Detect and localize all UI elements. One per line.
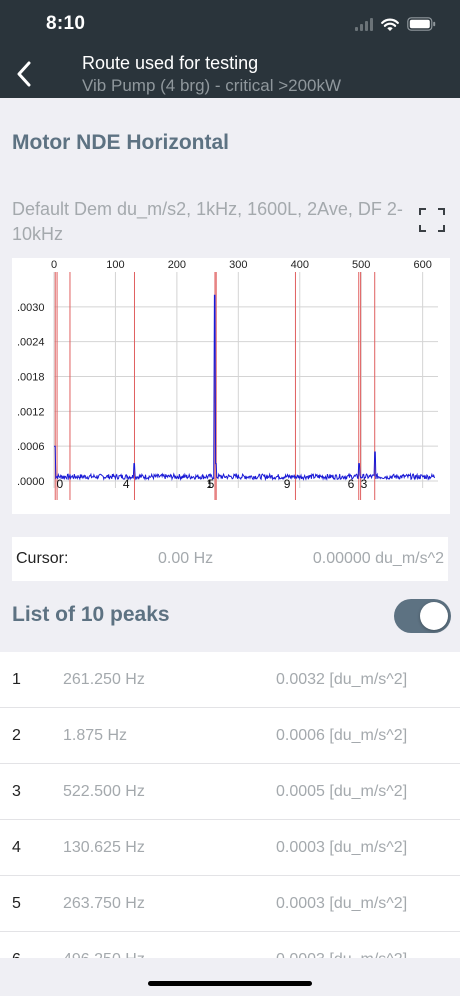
y-tick-label: .0018 (17, 372, 45, 384)
peak-frequency: 263.750 Hz (63, 895, 145, 912)
spectrum-chart-svg: 0 100 200 300 400 500 600 .0000 .0006 .0012 .0018.… (17, 259, 438, 500)
x-tick-label: 0 (51, 259, 57, 271)
peak-amplitude: 0.0003 [du_m/s^2] (276, 895, 408, 912)
fullscreen-button[interactable] (416, 205, 448, 235)
peak-amplitude: 0.0005 [du_m/s^2] (276, 783, 408, 800)
marker-label: 4 (123, 477, 130, 491)
x-tick-label: 500 (352, 259, 370, 271)
peak-index: 3 (12, 783, 21, 800)
peak-row[interactable]: 3 522.500 Hz 0.0005 [du_m/s^2] (0, 764, 460, 820)
nav-subtitle: Vib Pump (4 brg) - critical >200kW (82, 76, 342, 95)
peak-frequency: 522.500 Hz (63, 783, 145, 800)
nav-title: Route used for testing (82, 53, 259, 73)
marker-label: 9 (284, 477, 291, 491)
toggle-knob (420, 602, 448, 630)
peak-row[interactable]: 1 261.250 Hz 0.0032 [du_m/s^2] (0, 652, 460, 708)
cursor-amplitude: 0.00000 du_m/s^2 (312, 550, 444, 567)
peak-row[interactable]: 5 263.750 Hz 0.0003 [du_m/s^2] (0, 876, 460, 932)
peak-amplitude: 0.0003 [du_m/s^2] (276, 839, 408, 856)
battery-icon (407, 17, 436, 31)
bottom-safe-area (0, 958, 460, 996)
peak-row[interactable]: 4 130.625 Hz 0.0003 [du_m/s^2] (0, 820, 460, 876)
peak-amplitude: 0.0006 [du_m/s^2] (276, 727, 408, 744)
peak-list: 1 261.250 Hz 0.0032 [du_m/s^2] 2 1.875 H… (0, 652, 460, 996)
cellular-signal-icon (355, 17, 373, 31)
measurement-point-title: Motor NDE Horizontal (12, 131, 229, 154)
spectrum-trace (54, 294, 436, 482)
y-tick-label: .0024 (17, 337, 45, 349)
x-tick-label: 600 (413, 259, 431, 271)
marker-label: 5 (208, 477, 215, 491)
y-tick-label: .0030 (17, 302, 45, 314)
status-time: 8:10 (46, 13, 86, 34)
spectrum-chart[interactable]: 0 100 200 300 400 500 600 .0000 .0006 .0012 .0018.… (12, 258, 450, 514)
peaks-title: List of 10 peaks (12, 603, 170, 626)
x-tick-label: 200 (168, 259, 186, 271)
y-tick-label: .0006 (17, 441, 45, 453)
cursor-frequency: 0.00 Hz (158, 550, 214, 567)
marker-label: 1 (206, 477, 213, 491)
peak-frequency: 130.625 Hz (63, 839, 145, 856)
peak-frequency: 1.875 Hz (63, 727, 128, 744)
x-tick-label: 400 (291, 259, 309, 271)
cursor-readout: Cursor: 0.00 Hz 0.00000 du_m/s^2 (12, 537, 448, 581)
navigation-bar: Route used for testing Vib Pump (4 brg) … (0, 50, 460, 98)
wifi-icon (381, 18, 399, 31)
cursor-label: Cursor: (16, 550, 69, 567)
status-icons (355, 14, 436, 34)
marker-label: 0 (56, 477, 63, 491)
peak-frequency: 261.250 Hz (63, 671, 145, 688)
y-tick-label: .0012 (17, 406, 45, 418)
peak-index: 2 (12, 727, 21, 744)
x-tick-label: 300 (229, 259, 247, 271)
fullscreen-icon (419, 208, 445, 232)
peak-index: 1 (12, 671, 21, 688)
marker-label: 3 (361, 477, 368, 491)
chevron-left-icon (17, 61, 31, 87)
peak-index: 5 (12, 895, 21, 912)
y-tick-label: .0000 (17, 476, 45, 488)
peak-amplitude: 0.0032 [du_m/s^2] (276, 671, 408, 688)
x-tick-label: 100 (106, 259, 124, 271)
peak-index: 4 (12, 839, 21, 856)
home-indicator (148, 981, 312, 986)
peaks-toggle[interactable] (394, 599, 451, 633)
marker-label: 6 (348, 477, 355, 491)
measurement-description: Default Dem du_m/s2, 1kHz, 1600L, 2Ave, … (12, 199, 403, 244)
peak-row[interactable]: 2 1.875 Hz 0.0006 [du_m/s^2] (0, 708, 460, 764)
back-button[interactable] (10, 56, 38, 92)
status-bar: 8:10 (0, 0, 460, 50)
